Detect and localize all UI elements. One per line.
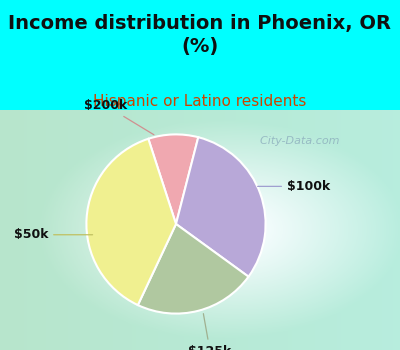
Text: $200k: $200k [84, 99, 154, 135]
Wedge shape [86, 139, 176, 305]
Wedge shape [176, 137, 266, 276]
Text: $50k: $50k [14, 228, 92, 241]
Text: Hispanic or Latino residents: Hispanic or Latino residents [93, 94, 307, 109]
Wedge shape [138, 224, 248, 314]
Text: City-Data.com: City-Data.com [253, 136, 339, 146]
Wedge shape [148, 134, 198, 224]
Text: $125k: $125k [188, 314, 232, 350]
Text: Income distribution in Phoenix, OR
(%): Income distribution in Phoenix, OR (%) [8, 14, 392, 56]
Text: $100k: $100k [258, 180, 330, 193]
